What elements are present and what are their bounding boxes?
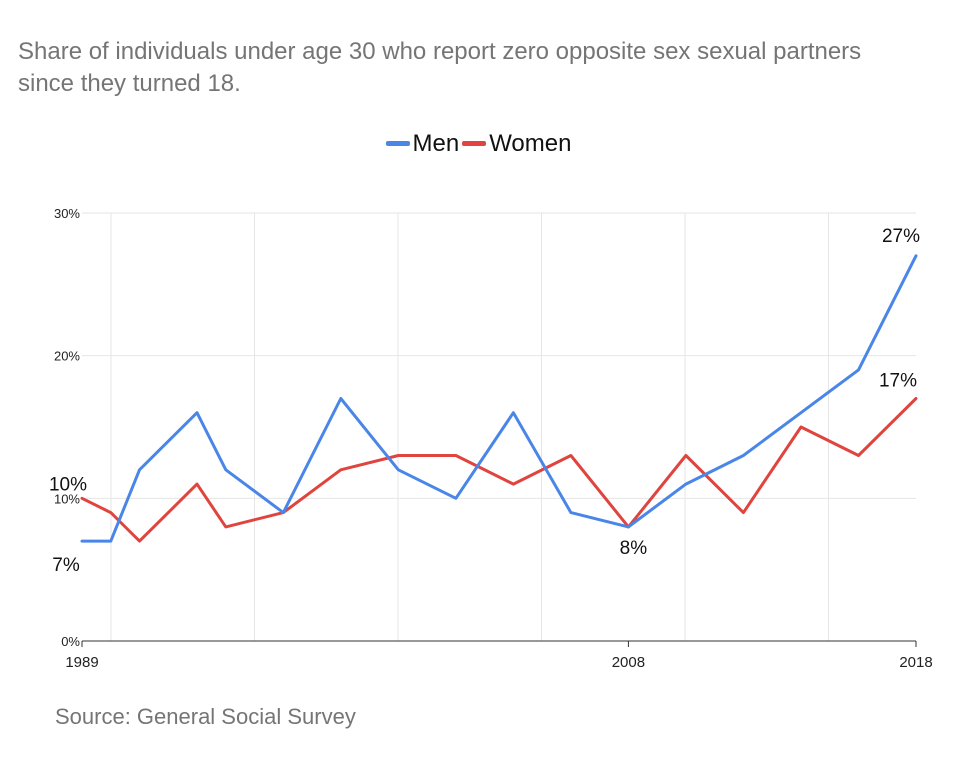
chart-title-line-1: Share of individuals under age 30 who re… (18, 38, 862, 65)
legend-swatch-men (385, 141, 410, 146)
source-note: Source: General Social Survey (55, 704, 356, 729)
chart-title: Share of individuals under age 30 who re… (18, 36, 948, 100)
legend-label-women: Women (489, 129, 572, 157)
data-label: 8% (620, 538, 648, 559)
y-tick-label: 30% (54, 206, 80, 221)
data-label: 27% (882, 226, 920, 247)
legend: Men Women (0, 125, 960, 158)
legend-swatch-women (462, 141, 487, 146)
data-label: 17% (879, 370, 917, 391)
x-tick-label: 2018 (899, 654, 932, 671)
data-label: 10% (49, 474, 87, 495)
series-line-men (80, 254, 918, 543)
x-tick-label: 2008 (612, 654, 645, 671)
y-tick-label: 10% (54, 491, 80, 506)
y-tick-label: 20% (54, 349, 80, 364)
x-tick-label: 1989 (65, 654, 98, 671)
y-tick-label: 0% (61, 634, 80, 649)
legend-label-men: Men (412, 129, 460, 157)
series-line-women (80, 397, 918, 543)
chart-title-line-2: since they turned 18. (18, 70, 241, 97)
legend-item-men[interactable]: Men (385, 129, 463, 158)
data-label: 7% (52, 555, 80, 576)
legend-item-women[interactable]: Women (462, 130, 574, 158)
